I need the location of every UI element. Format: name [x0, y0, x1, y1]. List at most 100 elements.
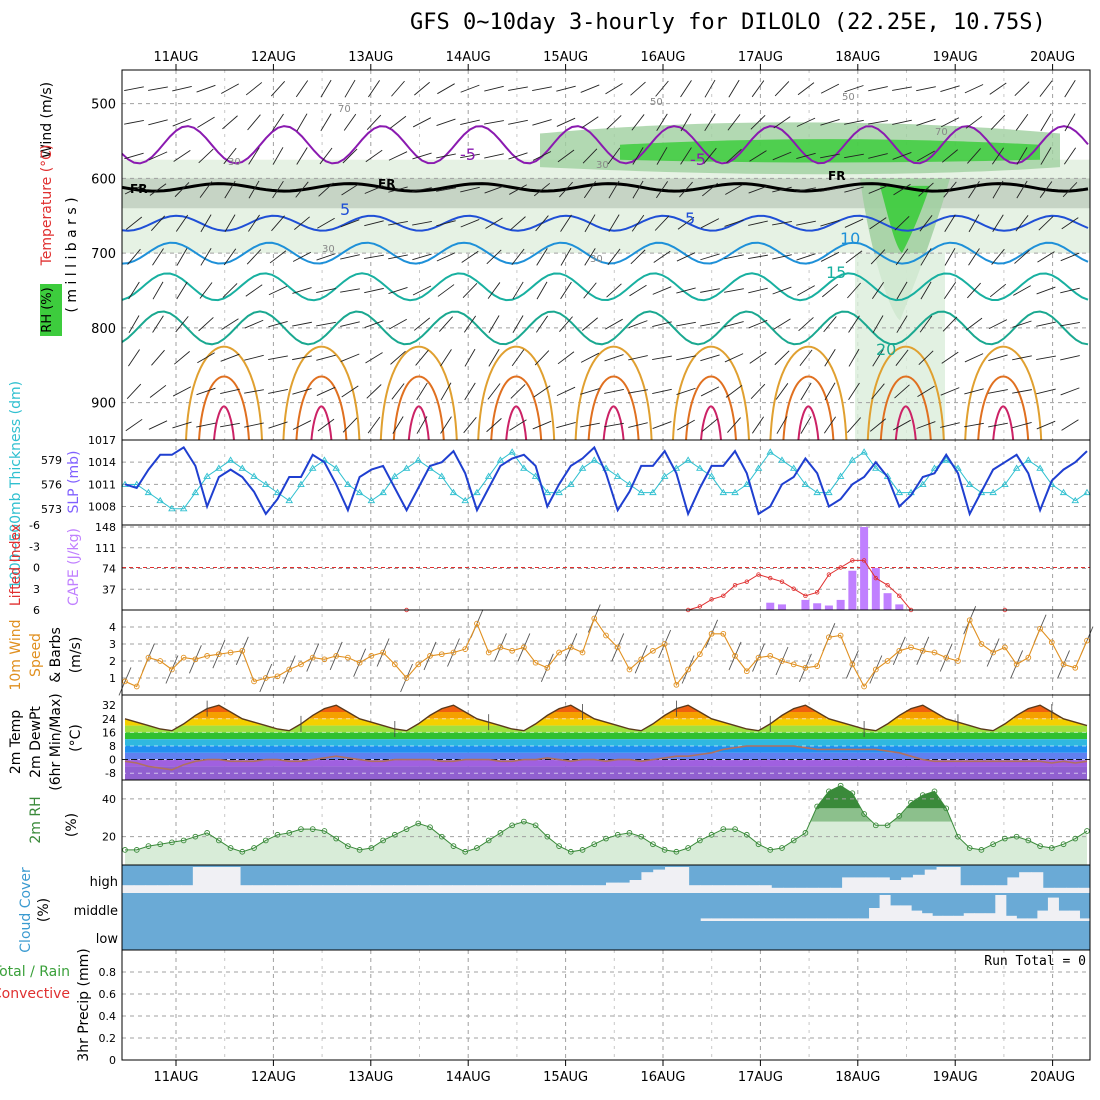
wind10-series-point: [720, 630, 727, 637]
rh2m-tick-label: 20: [102, 831, 116, 844]
cloud-high-bar: [487, 885, 501, 893]
ylabel-wind10: 10m Wind: [8, 619, 24, 690]
wind-barb: [292, 287, 312, 294]
cloud-high-bar: [653, 869, 666, 893]
wind-barb: [895, 248, 909, 266]
wind-barb: [272, 180, 284, 199]
wind-barb: [823, 416, 837, 434]
li-tick-label: 0: [33, 562, 40, 575]
wind-barb: [652, 421, 672, 429]
wind10-series-point: [1048, 639, 1055, 646]
wind-barb: [388, 220, 408, 226]
wind-barb: [248, 214, 260, 232]
wind-barb: [724, 353, 744, 363]
wind-barb: [484, 85, 504, 92]
isotherm-30: [295, 375, 348, 441]
wind10-series-point: [1025, 654, 1032, 661]
cloud-level-low: low: [96, 932, 119, 947]
rh2m-series-point: [368, 845, 375, 851]
wind-barb: [1014, 249, 1030, 264]
wind-barb: [700, 321, 720, 327]
wind-barb: [272, 113, 284, 131]
wind-barb: [800, 416, 812, 434]
ylabel-dewpt: 2m DewPt: [28, 706, 44, 778]
rh2m-series-point: [884, 822, 891, 829]
thickness-series-point: [531, 472, 540, 479]
date-label-bottom: 20AUG: [1030, 1070, 1075, 1085]
wind-barb: [700, 253, 720, 261]
thickness-series-point: [473, 488, 481, 496]
wind10-series-point: [872, 666, 879, 673]
cloud-high-bar: [511, 885, 524, 893]
wind10-series-point: [919, 647, 926, 654]
cloud-middle-bar: [869, 908, 881, 921]
wind10-series-point: [333, 653, 340, 659]
cape-bar: [860, 527, 869, 610]
cloud-high-bar: [251, 885, 265, 893]
wind-barb: [751, 416, 765, 434]
wind-barb: [870, 249, 886, 265]
ylabel-cape: CAPE (J/kg): [66, 528, 82, 606]
wind-barb: [868, 185, 888, 194]
li-point: [826, 572, 832, 577]
li-point: [791, 586, 796, 591]
cape-bar: [766, 602, 775, 610]
wind10-series-point: [884, 658, 891, 664]
rh2m-series-point: [708, 831, 715, 838]
wind-barb: [1013, 285, 1031, 296]
cloud-middle-bar: [995, 895, 1007, 921]
cape-bar: [824, 605, 833, 610]
thickness-series-point: [555, 488, 563, 496]
wind-barb: [196, 84, 216, 93]
wind-barb: [364, 185, 384, 194]
isotherm-30: [782, 375, 835, 441]
cloud-high-bar: [476, 885, 489, 893]
wind10-series-point: [579, 649, 586, 656]
t2m-tick-label: -8: [105, 767, 116, 780]
wind10-series-point: [556, 649, 562, 656]
date-label-bottom: 17AUG: [738, 1070, 783, 1085]
wind10-series-point: [544, 664, 551, 671]
wind-barb: [511, 349, 525, 367]
wind-barb: [244, 319, 264, 329]
wind10-series-point: [896, 647, 903, 654]
wind-barb: [342, 148, 358, 164]
rh2m-series-point: [309, 826, 316, 832]
cloud-high-bar: [853, 877, 867, 893]
li-tick-label: -6: [29, 519, 40, 532]
thickness-series-point: [344, 480, 352, 487]
cloud-high-bar: [322, 885, 335, 893]
wind-barb: [152, 248, 164, 266]
thickness-series-point: [379, 488, 387, 496]
wind-barb: [557, 149, 575, 163]
wind-barb: [607, 248, 621, 266]
ylabel-slp: SLP (mb): [66, 450, 82, 513]
thickness-series-point: [578, 464, 587, 471]
wind-barb: [772, 186, 792, 193]
wind-barb: [222, 283, 238, 298]
cloud-high-bar: [700, 885, 713, 893]
cloud-middle-bar: [742, 918, 754, 921]
wind-barb: [584, 248, 596, 266]
rh2m-series-point: [532, 822, 539, 829]
thickness-series-point: [1036, 464, 1044, 471]
wind-barb: [559, 316, 573, 332]
ylabel-precip-conv: Convective: [0, 986, 70, 1002]
wind-barb: [200, 248, 212, 266]
wind-barb: [628, 355, 648, 361]
rh2m-series-point: [1037, 843, 1043, 849]
wind-barb: [220, 353, 240, 362]
cape-bar: [895, 604, 904, 610]
wind-barb: [268, 389, 288, 394]
wind-barb: [556, 117, 576, 127]
thickness-series-point: [660, 472, 669, 479]
cloud-high-bar: [735, 885, 749, 893]
cloud-high-bar: [712, 885, 725, 893]
wind10-series-point: [708, 630, 715, 637]
wind-barb: [992, 180, 1004, 199]
wind-barb: [1036, 321, 1056, 327]
cloud-high-bar: [830, 887, 843, 893]
thickness-series-point: [742, 480, 751, 487]
wind-barb: [151, 349, 165, 366]
rh2m-series-point: [192, 833, 199, 840]
